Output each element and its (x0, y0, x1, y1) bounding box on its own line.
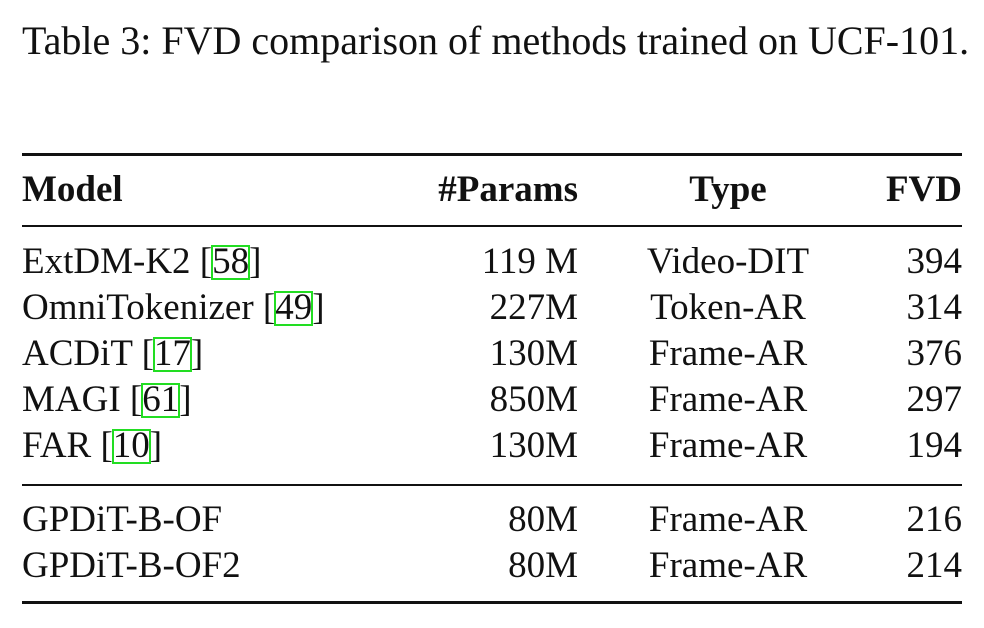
model-cell: ExtDM-K2 [58] (22, 241, 262, 282)
params-cell: 80M (508, 545, 578, 586)
top-rule (22, 153, 962, 156)
model-cell: MAGI [61] (22, 379, 192, 420)
params-cell: 850M (489, 379, 578, 420)
params-cell: 130M (489, 333, 578, 374)
type-cell: Frame-AR (648, 499, 808, 540)
citation-box[interactable] (274, 291, 314, 326)
header-fvd: FVD (885, 169, 962, 210)
fvd-cell: 194 (906, 425, 963, 466)
fvd-cell: 314 (906, 287, 963, 328)
model-cell: OmniTokenizer [49] (22, 287, 325, 328)
params-cell: 119 M (481, 241, 578, 282)
type-cell: Frame-AR (648, 333, 808, 374)
fvd-cell: 376 (906, 333, 963, 374)
model-cell: GPDiT-B-OF2 (22, 545, 241, 586)
citation-box[interactable] (211, 245, 251, 280)
citation-box[interactable] (152, 337, 192, 372)
params-cell: 130M (489, 425, 578, 466)
type-cell: Video-DIT (646, 241, 810, 282)
type-cell: Frame-AR (648, 545, 808, 586)
model-cell: FAR [10] (22, 425, 163, 466)
citation-box[interactable] (111, 429, 151, 464)
group-rule (22, 484, 962, 486)
type-cell: Token-AR (650, 287, 806, 328)
header-rule (22, 225, 962, 227)
model-cell: ACDiT [17] (22, 333, 204, 374)
fvd-cell: 214 (906, 545, 963, 586)
header-type: Type (689, 169, 767, 210)
fvd-cell: 297 (906, 379, 963, 420)
table-caption: Table 3: FVD comparison of methods train… (22, 18, 970, 63)
type-cell: Frame-AR (648, 425, 808, 466)
fvd-cell: 394 (906, 241, 963, 282)
header-params: #Params (438, 169, 578, 210)
bottom-rule (22, 601, 962, 604)
citation-box[interactable] (141, 383, 181, 418)
params-cell: 80M (508, 499, 578, 540)
fvd-cell: 216 (906, 499, 963, 540)
model-cell: GPDiT-B-OF (22, 499, 223, 540)
params-cell: 227M (489, 287, 578, 328)
header-model: Model (22, 169, 123, 210)
type-cell: Frame-AR (648, 379, 808, 420)
